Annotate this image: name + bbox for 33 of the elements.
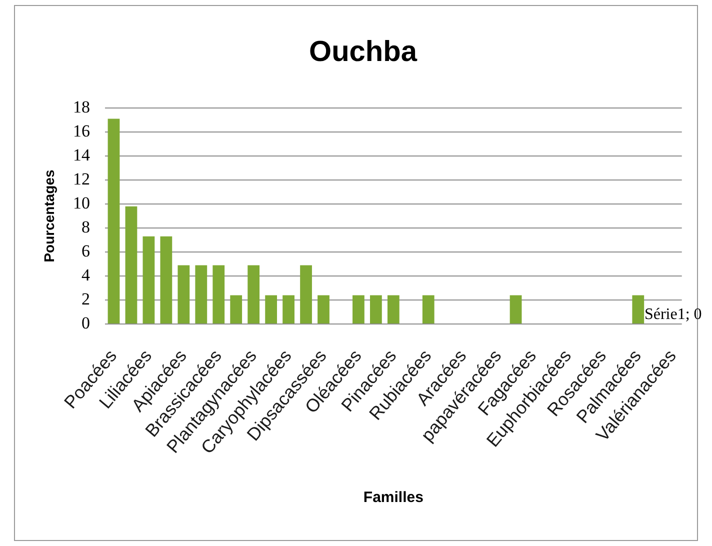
bar xyxy=(142,236,155,324)
bar xyxy=(108,118,120,324)
y-tick-label: 8 xyxy=(82,217,90,236)
bar xyxy=(248,265,260,324)
y-tick-label: 12 xyxy=(73,169,90,188)
bar xyxy=(265,295,278,324)
y-axis-title: Pourcentages xyxy=(40,169,57,262)
y-tick-label: 18 xyxy=(73,97,90,116)
y-tick-label: 2 xyxy=(82,289,90,308)
y-tick-label: 10 xyxy=(73,193,90,212)
bar xyxy=(387,295,400,324)
chart-title: Ouchba xyxy=(309,36,418,68)
bar xyxy=(422,295,434,324)
bar xyxy=(125,206,138,324)
bar xyxy=(352,295,364,324)
bar xyxy=(212,265,225,324)
y-tick-label: 4 xyxy=(82,265,90,284)
bar xyxy=(510,295,522,324)
y-tick-label: 14 xyxy=(73,145,90,164)
bar xyxy=(632,295,644,324)
bar xyxy=(370,295,382,324)
bar xyxy=(300,265,312,324)
bar xyxy=(160,236,172,324)
bar xyxy=(230,295,242,324)
x-axis-title: Familles xyxy=(363,489,424,506)
bar xyxy=(178,265,190,324)
data-label: Série1; 0 xyxy=(644,306,702,324)
bar xyxy=(318,295,330,324)
bar xyxy=(282,295,294,324)
y-tick-label: 16 xyxy=(73,121,90,140)
y-tick-label: 6 xyxy=(82,241,90,260)
bar xyxy=(195,265,208,324)
y-tick-label: 0 xyxy=(82,313,90,332)
